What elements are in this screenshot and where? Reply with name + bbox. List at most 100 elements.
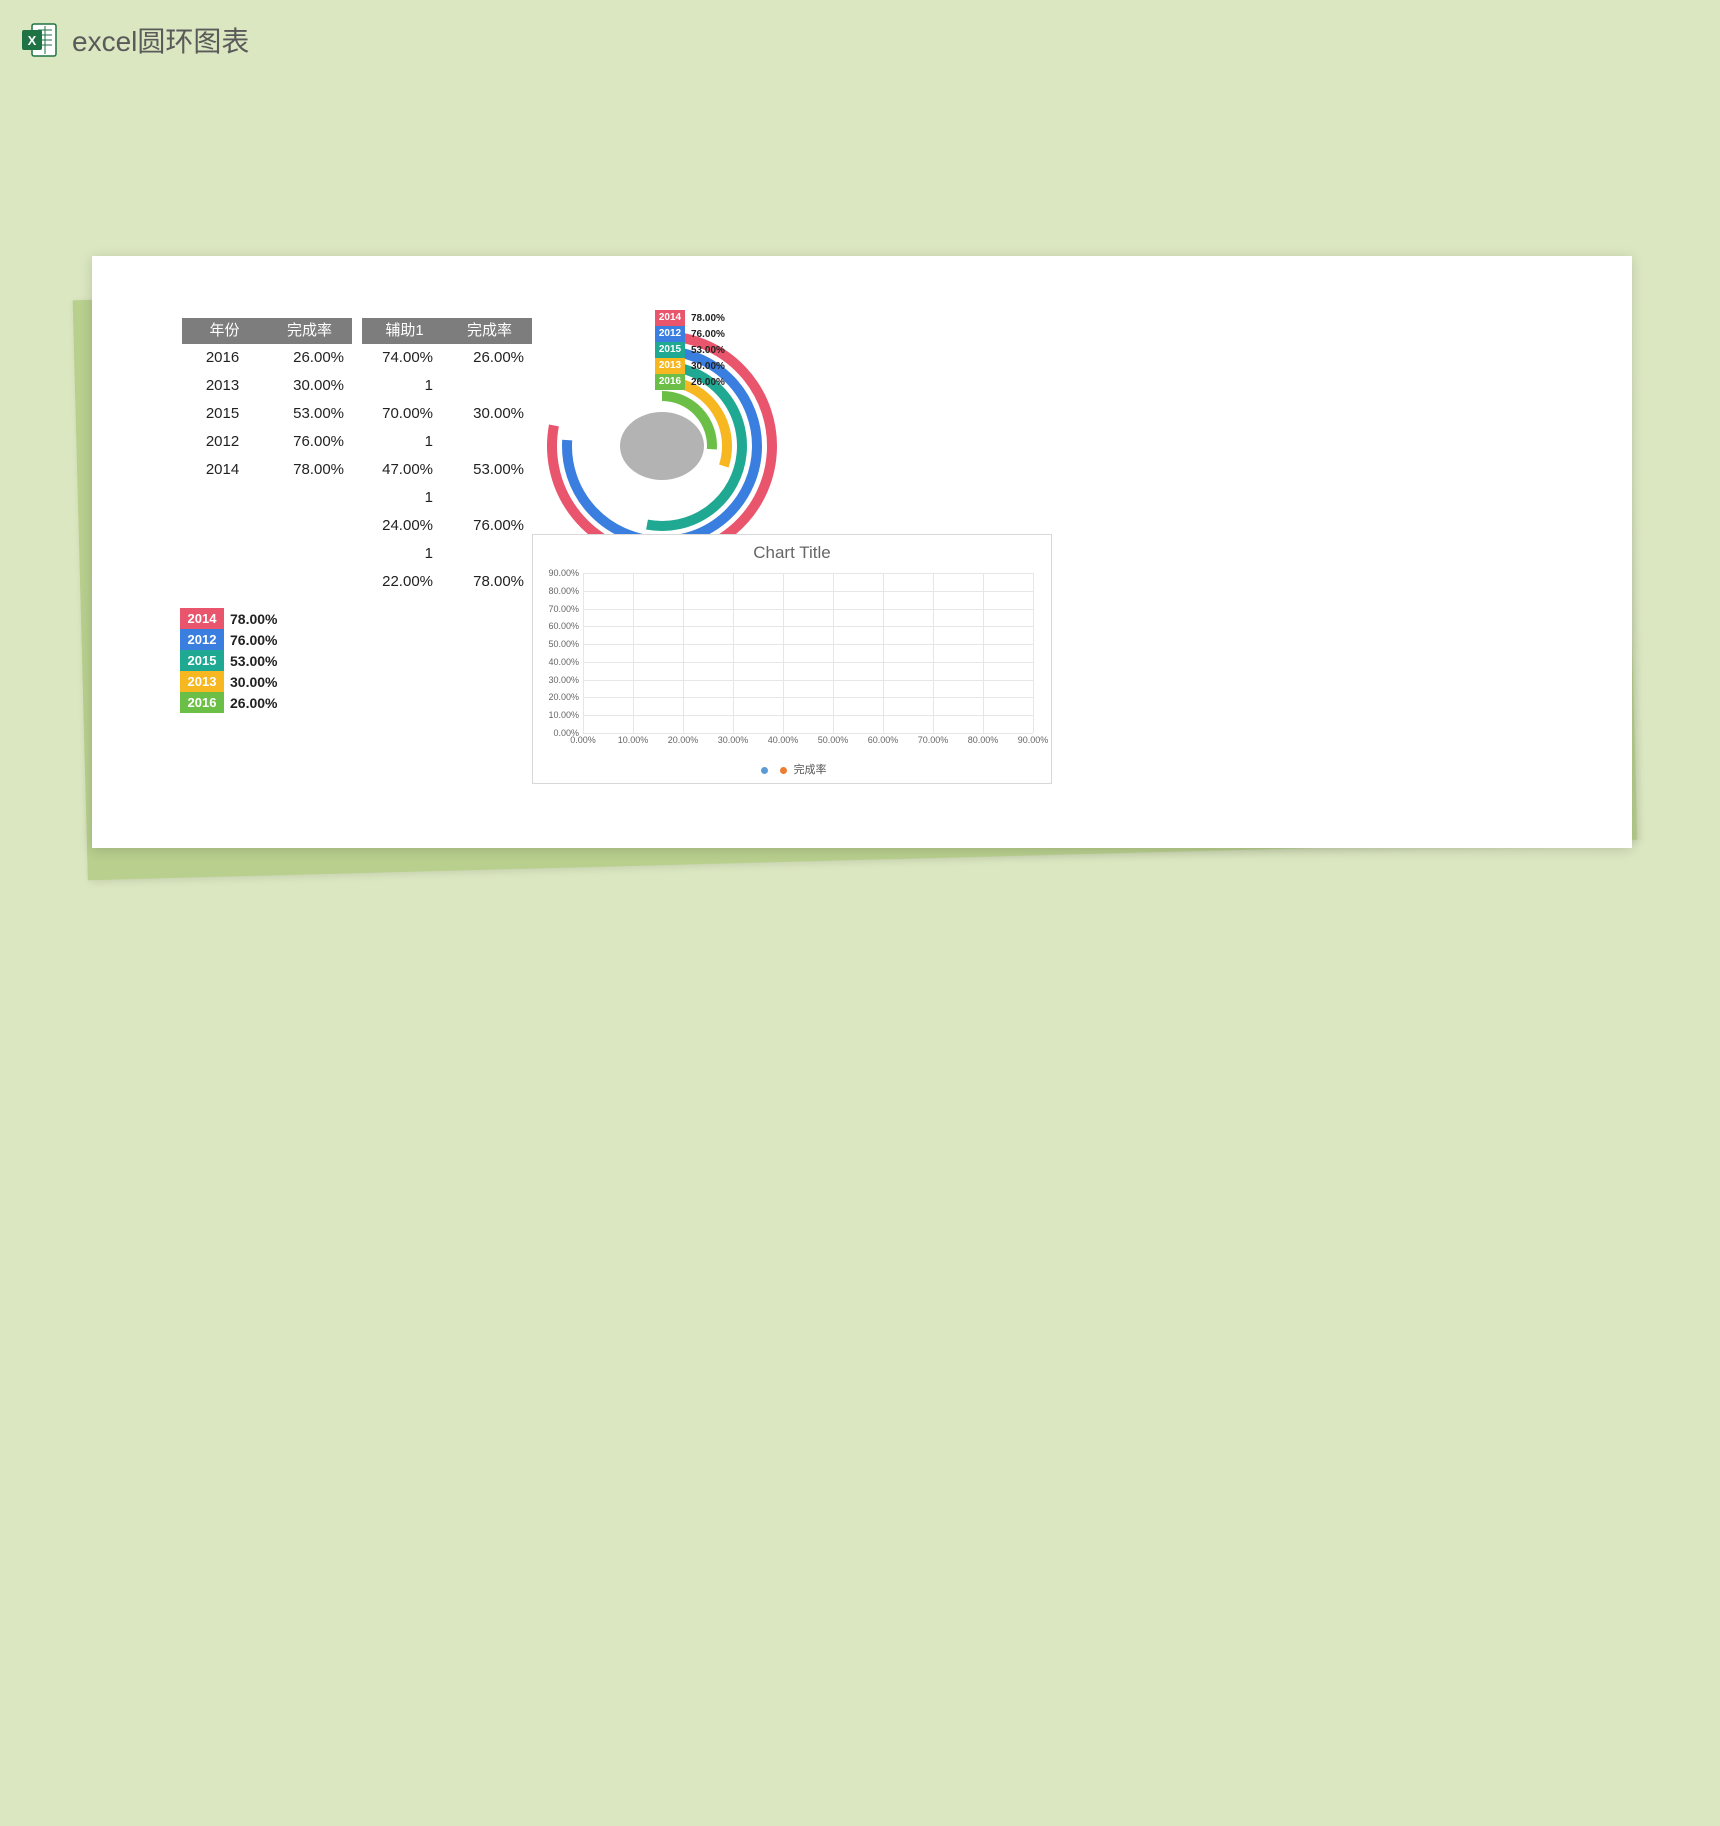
- legend-year: 2016: [180, 692, 224, 713]
- legend-row: 201276.00%: [655, 326, 725, 342]
- x-tick-label: 50.00%: [818, 735, 849, 745]
- cell-year: 2016: [182, 344, 263, 372]
- table-row: 201276.00%: [182, 428, 352, 456]
- scatter-chart: Chart Title 0.00% 10.00% 20.00% 30.00% 40.00…: [532, 534, 1052, 784]
- cell-year: 2012: [182, 428, 263, 456]
- x-axis: 0.00%10.00%20.00%30.00%40.00%50.00%60.00…: [583, 733, 1033, 747]
- x-tick-label: 60.00%: [868, 735, 899, 745]
- gridline-v: [883, 573, 884, 733]
- gridline-h: [583, 662, 1033, 663]
- x-tick-label: 80.00%: [968, 735, 999, 745]
- legend-value: 53.00%: [685, 345, 725, 356]
- cell-rate: 76.00%: [263, 428, 352, 456]
- col-year: 年份: [182, 318, 267, 344]
- table-row: 201330.00%: [182, 372, 352, 400]
- gridline-v: [833, 573, 834, 733]
- cell-rate: 78.00%: [453, 568, 532, 596]
- legend-row: 201553.00%: [655, 342, 725, 358]
- table-row: 1: [362, 428, 532, 456]
- svg-text:X: X: [28, 33, 37, 48]
- cell-helper: 47.00%: [362, 456, 453, 484]
- table-helper: 辅助1 完成率 74.00%26.00%170.00%30.00%147.00%…: [362, 318, 532, 596]
- y-tick-label: 80.00%: [548, 586, 579, 596]
- gridline-h: [583, 591, 1033, 592]
- y-tick-label: 70.00%: [548, 604, 579, 614]
- legend-year: 2014: [180, 608, 224, 629]
- cell-helper: 22.00%: [362, 568, 453, 596]
- gridline-h: [583, 680, 1033, 681]
- table-row: 47.00%53.00%: [362, 456, 532, 484]
- y-tick-label: 30.00%: [548, 675, 579, 685]
- y-tick-label: 20.00%: [548, 692, 579, 702]
- legend-value: 26.00%: [685, 377, 725, 388]
- cell-helper: 1: [362, 540, 453, 568]
- cell-helper: 1: [362, 484, 453, 512]
- page-title: excel圆环图表: [72, 20, 249, 60]
- legend-value: 30.00%: [685, 361, 725, 372]
- y-tick-label: 50.00%: [548, 639, 579, 649]
- legend-label: 完成率: [794, 764, 827, 776]
- table-row: 70.00%30.00%: [362, 400, 532, 428]
- x-tick-label: 90.00%: [1018, 735, 1049, 745]
- cell-helper: 1: [362, 428, 453, 456]
- legend-value: 76.00%: [224, 632, 277, 648]
- gridline-h: [583, 715, 1033, 716]
- table-row: 22.00%78.00%: [362, 568, 532, 596]
- gridline-h: [583, 609, 1033, 610]
- legend-row: 201553.00%: [180, 650, 277, 671]
- legend-value: 30.00%: [224, 674, 277, 690]
- gridline-v: [633, 573, 634, 733]
- x-tick-label: 0.00%: [570, 735, 596, 745]
- legend-value: 78.00%: [685, 313, 725, 324]
- table-row: 74.00%26.00%: [362, 344, 532, 372]
- gridline-h: [583, 697, 1033, 698]
- gridline-v: [933, 573, 934, 733]
- legend-dot-2: [780, 767, 787, 774]
- legend-year: 2012: [180, 629, 224, 650]
- y-tick-label: 90.00%: [548, 568, 579, 578]
- cell-helper: 70.00%: [362, 400, 453, 428]
- table-row: 1: [362, 484, 532, 512]
- table-year-completion: 年份 完成率 201626.00%201330.00%201553.00%201…: [182, 318, 352, 484]
- gridline-v: [983, 573, 984, 733]
- y-tick-label: 60.00%: [548, 621, 579, 631]
- y-tick-label: 40.00%: [548, 657, 579, 667]
- table-row: 1: [362, 540, 532, 568]
- x-tick-label: 10.00%: [618, 735, 649, 745]
- x-tick-label: 70.00%: [918, 735, 949, 745]
- cell-rate: 78.00%: [263, 456, 352, 484]
- gridline-v: [1033, 573, 1034, 733]
- gridline-v: [583, 573, 584, 733]
- legend-small: 201478.00%201276.00%201553.00%201330.00%…: [655, 310, 725, 390]
- legend-row: 201330.00%: [180, 671, 277, 692]
- legend-value: 78.00%: [224, 611, 277, 627]
- legend-dot-1: [761, 767, 768, 774]
- legend-row: 201626.00%: [180, 692, 277, 713]
- legend-row: 201626.00%: [655, 374, 725, 390]
- legend-year: 2016: [655, 374, 685, 390]
- cell-rate: 53.00%: [263, 400, 352, 428]
- chart-title: Chart Title: [533, 535, 1051, 569]
- cell-helper: 24.00%: [362, 512, 453, 540]
- page-header: X excel圆环图表: [20, 20, 249, 60]
- legend-year: 2013: [180, 671, 224, 692]
- legend-large: 201478.00%201276.00%201553.00%201330.00%…: [180, 608, 277, 713]
- donut-center: [620, 412, 704, 480]
- cell-rate: 26.00%: [263, 344, 352, 372]
- table-header: 年份 完成率: [182, 318, 352, 344]
- col-helper: 辅助1: [362, 318, 447, 344]
- legend-row: 201478.00%: [180, 608, 277, 629]
- cell-year: 2015: [182, 400, 263, 428]
- scatter-legend: 完成率: [533, 761, 1051, 777]
- x-tick-label: 30.00%: [718, 735, 749, 745]
- legend-year: 2013: [655, 358, 685, 374]
- main-card: 年份 完成率 201626.00%201330.00%201553.00%201…: [92, 256, 1632, 848]
- legend-row: 201330.00%: [655, 358, 725, 374]
- legend-value: 76.00%: [685, 329, 725, 340]
- gridline-v: [683, 573, 684, 733]
- table-row: 201626.00%: [182, 344, 352, 372]
- plot-area: [583, 573, 1033, 733]
- legend-row: 201276.00%: [180, 629, 277, 650]
- table-row: 201553.00%: [182, 400, 352, 428]
- x-tick-label: 40.00%: [768, 735, 799, 745]
